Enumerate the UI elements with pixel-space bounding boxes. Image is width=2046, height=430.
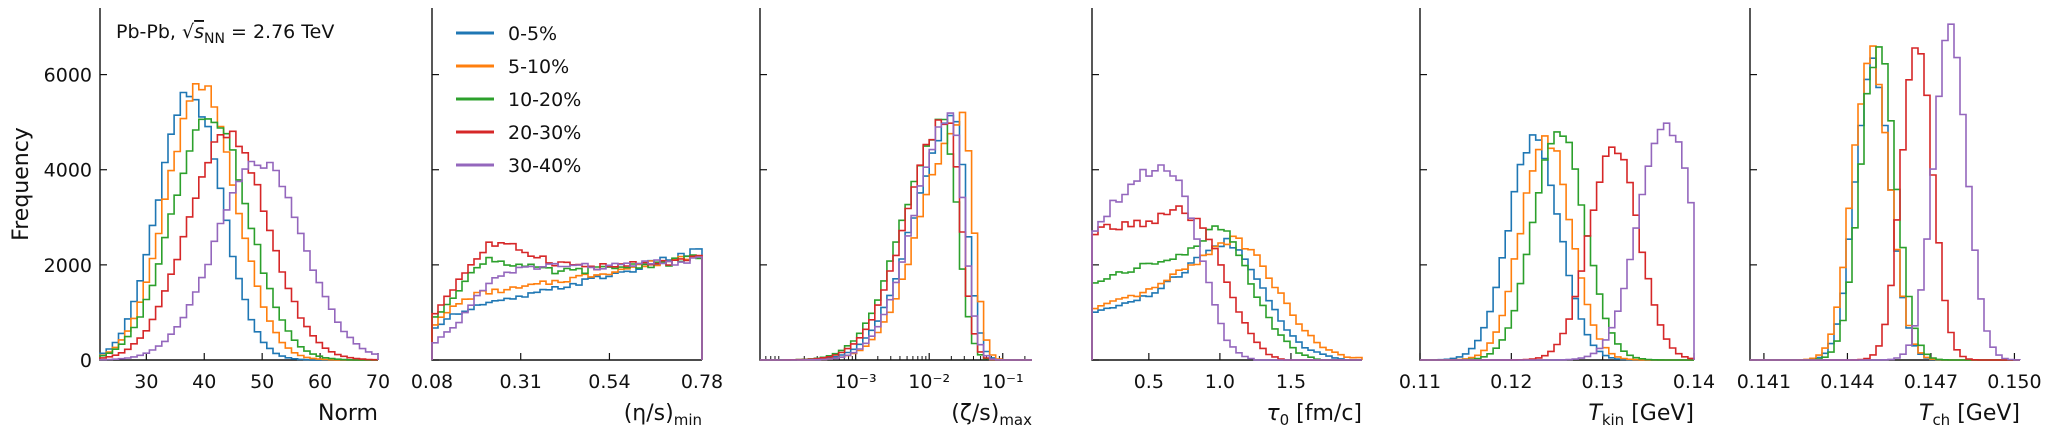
histogram-5-10%: [99, 83, 378, 361]
legend: 0-5% 5-10% 10-20% 20-30% 30-40%: [456, 23, 581, 177]
histogram-0-5%: [99, 91, 378, 361]
x-tick-label: 0.14: [1673, 371, 1715, 393]
y-tick-label: 6000: [44, 65, 92, 87]
collision-annotation: Pb-Pb, √sNN = 2.76 TeV: [116, 21, 334, 47]
axis-frame: [759, 8, 1032, 361]
legend-label: 0-5%: [508, 23, 557, 45]
axis-frame: [1419, 8, 1694, 361]
x-tick-label: 0.5: [1134, 371, 1164, 393]
x-tick-label: 30: [134, 371, 158, 393]
axis-frame: [99, 8, 378, 361]
axis-frame: [1749, 8, 2020, 361]
histogram-0-5%: [1420, 134, 1694, 361]
histogram-30-40%: [1091, 164, 1362, 361]
legend-label: 20-30%: [508, 122, 581, 144]
x-tick-label: 0.11: [1399, 371, 1441, 393]
x-tick-label: 0.144: [1820, 371, 1874, 393]
x-tick-label: 60: [308, 371, 332, 393]
histogram-20-30%: [1420, 146, 1695, 361]
x-tick-label: 70: [366, 371, 390, 393]
histogram-0-5%: [1750, 57, 2020, 361]
histogram-5-10%: [431, 255, 703, 360]
x-axis-label: (η/s)min: [624, 401, 702, 429]
x-tick-label: 0.12: [1490, 371, 1532, 393]
panel-1: 0 2000 4000 6000 30 40 50 60 70 Norm: [44, 8, 390, 426]
panel-2: 0.08 0.31 0.54 0.78 (η/s)min: [411, 8, 723, 429]
x-axis-label: (ζ/s)max: [951, 401, 1032, 429]
legend-label: 30-40%: [508, 155, 581, 177]
x-tick-label: 10⁻²: [908, 371, 950, 393]
x-tick-label: 0.54: [588, 371, 630, 393]
histogram-20-30%: [1091, 205, 1362, 361]
histogram-10-20%: [760, 118, 1032, 361]
y-tick-label: 4000: [44, 160, 92, 182]
x-tick-label: 0.147: [1904, 371, 1958, 393]
histogram-20-30%: [431, 241, 703, 360]
y-tick-label: 2000: [44, 255, 92, 277]
x-axis-label: τ0 [fm/c]: [1266, 401, 1362, 429]
x-axis-label: Tkin [GeV]: [1588, 401, 1694, 429]
histogram-5-10%: [1750, 45, 2020, 361]
histogram-0-5%: [431, 248, 703, 360]
histogram-30-40%: [431, 256, 703, 360]
legend-label: 10-20%: [508, 89, 581, 111]
histogram-10-20%: [1091, 225, 1362, 361]
x-tick-label: 0.78: [681, 371, 723, 393]
histogram-5-10%: [760, 111, 1032, 361]
x-tick-label: 10⁻³: [835, 371, 877, 393]
histogram-5-10%: [1420, 135, 1694, 361]
x-tick-label: 0.31: [500, 371, 542, 393]
histogram-30-40%: [1750, 23, 2021, 361]
x-tick-label: 0.08: [411, 371, 453, 393]
x-tick-label: 1.0: [1205, 371, 1235, 393]
histogram-0-5%: [1091, 237, 1362, 361]
histogram-30-40%: [760, 112, 1032, 361]
x-tick-label: 40: [192, 371, 216, 393]
histogram-5-10%: [1091, 235, 1363, 360]
panel-3: 10⁻³ 10⁻² 10⁻¹ (ζ/s)max: [759, 8, 1032, 429]
histogram-20-30%: [760, 119, 1032, 361]
x-tick-label: 10⁻¹: [982, 371, 1024, 393]
legend-label: 5-10%: [508, 56, 569, 78]
histogram-0-5%: [760, 114, 1032, 361]
histogram-20-30%: [99, 130, 379, 361]
panel-5: 0.11 0.12 0.13 0.14 Tkin [GeV]: [1399, 8, 1715, 429]
histogram-30-40%: [1420, 122, 1695, 361]
y-tick-label: 0: [80, 350, 92, 372]
x-tick-label: 50: [250, 371, 274, 393]
x-tick-label: 0.150: [1987, 371, 2041, 393]
histogram-10-20%: [99, 118, 378, 361]
x-axis-label: Norm: [318, 401, 378, 426]
histogram-20-30%: [1750, 47, 2020, 361]
histogram-30-40%: [99, 160, 379, 361]
panel-6: 0.141 0.144 0.147 0.150 Tch [GeV]: [1737, 8, 2042, 429]
y-axis-label: Frequency: [9, 127, 34, 241]
histogram-10-20%: [1750, 46, 2020, 361]
x-tick-label: 1.5: [1276, 371, 1306, 393]
histogram-10-20%: [431, 254, 703, 360]
histogram-10-20%: [1420, 131, 1694, 361]
panel-4: 0.5 1.0 1.5 τ0 [fm/c]: [1091, 8, 1363, 429]
x-axis-label: Tch [GeV]: [1919, 401, 2020, 429]
x-tick-label: 0.13: [1582, 371, 1624, 393]
x-tick-label: 0.141: [1737, 371, 1791, 393]
